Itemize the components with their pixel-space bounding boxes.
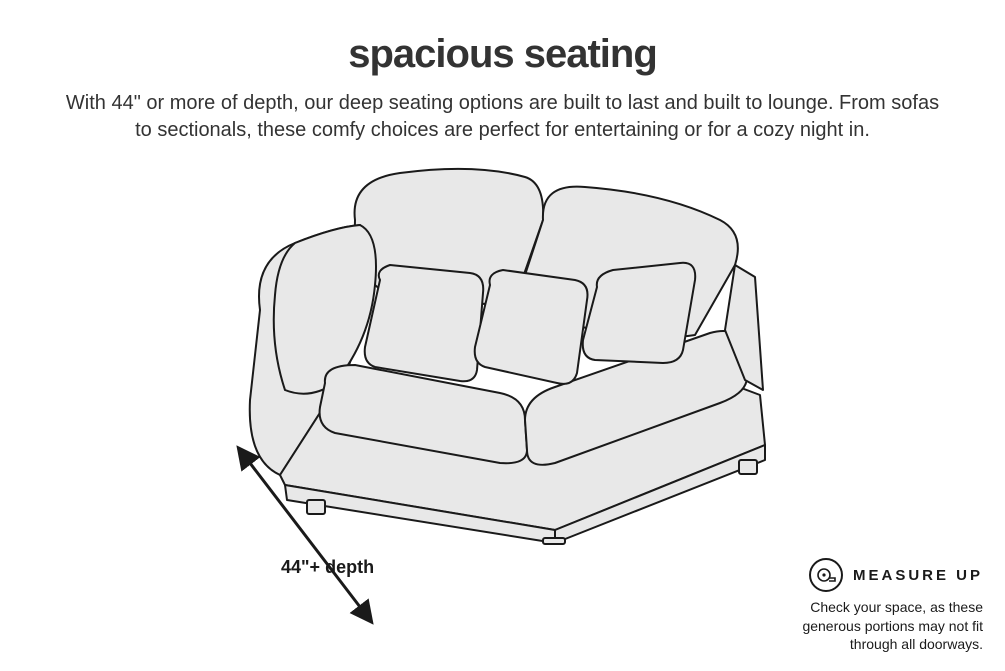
tape-measure-svg <box>816 565 836 585</box>
sofa-svg <box>225 165 785 545</box>
sofa-group <box>250 169 765 544</box>
page-title: spacious seating <box>0 32 1005 77</box>
pillow-left <box>365 265 484 381</box>
foot-mid <box>543 538 565 544</box>
depth-label: 44"+ depth <box>281 557 374 578</box>
pillow-middle <box>475 270 588 384</box>
measure-up-header: MEASURE UP <box>753 558 983 592</box>
pillow-right <box>583 263 695 363</box>
measure-up-callout: MEASURE UP Check your space, as these ge… <box>753 558 983 653</box>
measure-up-title: MEASURE UP <box>853 567 983 584</box>
measure-up-text: Check your space, as these generous port… <box>753 598 983 653</box>
sofa-illustration <box>225 165 785 545</box>
tape-measure-icon <box>809 558 843 592</box>
page-description: With 44" or more of depth, our deep seat… <box>0 90 1005 144</box>
foot-left <box>307 500 325 514</box>
foot-right <box>739 460 757 474</box>
